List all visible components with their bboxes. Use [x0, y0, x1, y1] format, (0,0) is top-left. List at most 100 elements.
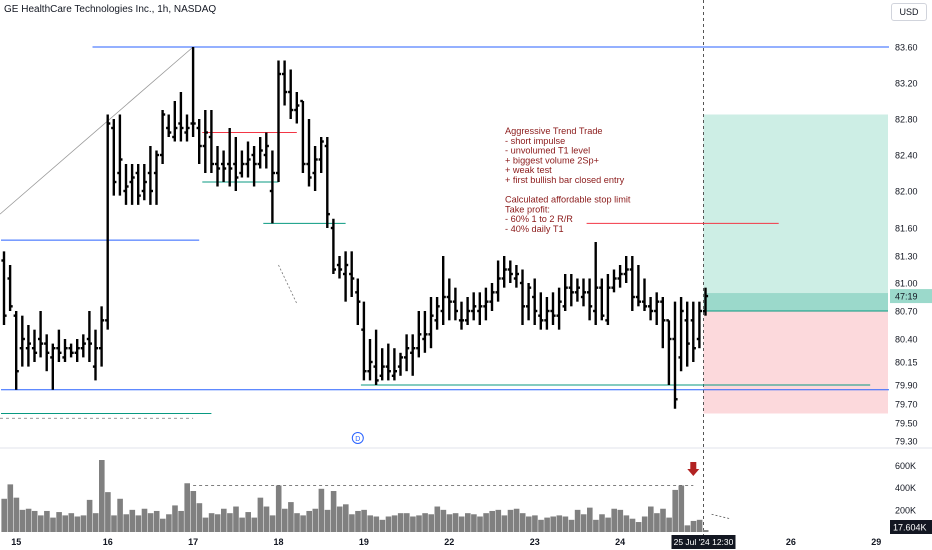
- time-tick-label: 16: [103, 537, 113, 547]
- volume-bar: [275, 485, 282, 532]
- ohlc-bar: [446, 278, 452, 321]
- volume-bar: [580, 514, 587, 532]
- ohlc-bar: [282, 60, 288, 106]
- ohlc-bar: [38, 311, 44, 358]
- ohlc-bar: [702, 287, 709, 316]
- volume-bar: [330, 491, 337, 532]
- volume-bar: [355, 510, 361, 532]
- volume-bar: [397, 513, 404, 532]
- volume-bar: [513, 508, 520, 532]
- volume-tick-label: 200K: [895, 505, 916, 515]
- ohlc-bar: [361, 301, 367, 381]
- price-tick-label: 80.40: [895, 335, 918, 345]
- volume-bar: [526, 516, 532, 532]
- volume-bar: [214, 514, 221, 532]
- ohlc-bar: [501, 256, 507, 288]
- volume-bar: [465, 513, 471, 532]
- ohlc-bar: [288, 69, 294, 119]
- ohlc-bar: [153, 150, 160, 205]
- ohlc-bar: [574, 278, 580, 302]
- ohlc-bar: [92, 329, 99, 381]
- volume-bar: [422, 513, 428, 532]
- annotation-line: - 60% 1 to 2 R/R: [505, 214, 573, 224]
- ohlc-bar: [294, 92, 300, 124]
- volume-bar: [105, 492, 111, 532]
- annotation-line: Aggressive Trend Trade: [505, 126, 603, 136]
- currency-button[interactable]: USD: [891, 3, 927, 21]
- dividend-marker-icon: [351, 432, 364, 444]
- ohlc-bar: [257, 137, 263, 169]
- volume-bar: [349, 514, 355, 532]
- volume-bar: [507, 509, 514, 532]
- volume-bar: [208, 513, 215, 532]
- time-tick-label: 18: [273, 537, 283, 547]
- ohlc-bar: [605, 274, 611, 325]
- volume-bar: [471, 514, 477, 532]
- ohlc-bar: [99, 306, 105, 367]
- volume-bar: [446, 514, 453, 532]
- volume-bar: [684, 525, 691, 532]
- ohlc-bar: [25, 325, 31, 367]
- ohlc-bar: [532, 278, 538, 325]
- volume-bar: [635, 522, 642, 532]
- ohlc-bar: [324, 137, 330, 228]
- volume-bar: [501, 515, 508, 532]
- ohlc-bar: [611, 269, 617, 293]
- volume-bar: [428, 514, 434, 532]
- volume-bar: [129, 509, 136, 532]
- volume-bar: [568, 519, 575, 532]
- ohlc-bar: [617, 265, 623, 288]
- entry-zone: [703, 293, 888, 311]
- volume-bar: [123, 514, 129, 532]
- ohlc-bar: [629, 256, 635, 311]
- ohlc-bar: [1, 251, 7, 325]
- ohlc-bar: [221, 150, 227, 182]
- volume-bar: [672, 489, 678, 532]
- ohlc-bar: [111, 119, 117, 196]
- ohlc-bar: [117, 114, 123, 196]
- volume-bar: [233, 506, 239, 532]
- ohlc-bar: [599, 278, 605, 321]
- volume-bar: [452, 513, 459, 532]
- price-tick-label: 79.30: [895, 437, 918, 447]
- ohlc-bar: [196, 119, 202, 164]
- annotation-line: - short impulse: [505, 136, 565, 146]
- ohlc-bar: [56, 329, 62, 362]
- volume-bar: [160, 518, 166, 532]
- ohlc-bar: [373, 329, 379, 385]
- volume-bar: [629, 518, 636, 532]
- ohlc-bar: [172, 101, 178, 142]
- volume-bar: [1, 498, 7, 532]
- volume-bar: [324, 509, 331, 532]
- last-volume-tag: [890, 520, 932, 534]
- volume-bar: [404, 513, 410, 532]
- ohlc-bar: [562, 274, 568, 311]
- volume-bar: [495, 509, 502, 532]
- volume-bar: [544, 517, 550, 532]
- time-tick-label: 15: [11, 537, 21, 547]
- volume-bar: [562, 516, 569, 532]
- volume-bar: [25, 508, 32, 532]
- last-price-label: 47:19: [895, 292, 918, 302]
- ohlc-bar: [397, 352, 404, 376]
- volume-bar: [38, 515, 44, 532]
- ohlc-bar: [379, 348, 385, 381]
- volume-bar: [391, 515, 398, 532]
- volume-bar: [489, 510, 495, 532]
- ohlc-bar: [495, 260, 501, 302]
- volume-bar: [269, 515, 276, 532]
- last-volume-label: 17.604K: [893, 523, 927, 533]
- volume-bar: [343, 504, 349, 532]
- annotation-line: - unvolumed T1 level: [505, 146, 590, 156]
- volume-bar: [519, 513, 526, 532]
- ohlc-bar: [263, 132, 269, 169]
- volume-bar: [282, 508, 288, 532]
- volume-bar: [702, 530, 709, 532]
- volume-bar: [599, 514, 605, 532]
- ohlc-bar: [251, 146, 257, 187]
- volume-bar: [477, 516, 483, 532]
- volume-bar: [605, 517, 611, 532]
- volume-bar: [135, 515, 142, 532]
- time-tick-label: 26: [786, 537, 796, 547]
